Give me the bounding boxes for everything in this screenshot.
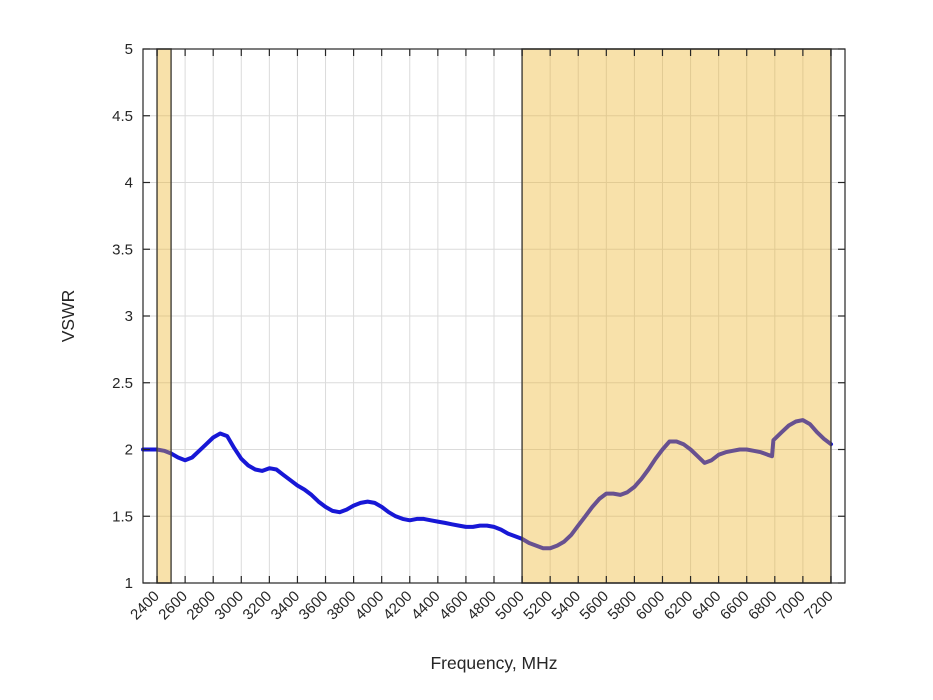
- x-tick-label: 6000: [633, 588, 669, 624]
- x-tick-label: 4800: [464, 588, 500, 624]
- y-tick-label: 4.5: [112, 108, 133, 125]
- y-tick-label: 2.5: [112, 375, 133, 392]
- x-tick-label: 3600: [296, 588, 332, 624]
- x-tick-label: 7000: [773, 588, 809, 624]
- x-tick-label: 5400: [548, 588, 584, 624]
- x-tick-label: 6200: [661, 588, 697, 624]
- y-tick-label: 5: [125, 41, 133, 58]
- x-tick-label: 5600: [577, 588, 613, 624]
- y-tick-label: 3.5: [112, 241, 133, 258]
- x-tick-label: 6600: [717, 588, 753, 624]
- tick-layer: [143, 48, 845, 584]
- y-tick-label: 1: [125, 575, 133, 592]
- curve-layer: [141, 418, 833, 551]
- x-tick-label: 4000: [352, 588, 388, 624]
- x-tick-label: 6800: [745, 588, 781, 624]
- x-tick-label: 4200: [380, 588, 416, 624]
- x-tick-label: 2800: [183, 588, 219, 624]
- x-tick-label: 5000: [492, 588, 528, 624]
- y-tick-label: 1.5: [112, 508, 133, 525]
- y-tick-label: 4: [125, 175, 133, 192]
- x-tick-label: 3400: [268, 588, 304, 624]
- y-tick-label: 3: [125, 308, 133, 325]
- x-tick-label: 2400: [127, 588, 163, 624]
- highlight-band: [521, 48, 832, 584]
- x-tick-label: 3200: [240, 588, 276, 624]
- x-tick-label: 3800: [324, 588, 360, 624]
- x-tick-label: 2600: [155, 588, 191, 624]
- x-tick-label: 5200: [520, 588, 556, 624]
- x-tick-label: 5800: [605, 588, 641, 624]
- vswr-curve: [141, 418, 833, 551]
- x-tick-label: 7200: [801, 588, 837, 624]
- y-axis-label: VSWR: [58, 290, 78, 343]
- highlight-band: [156, 48, 172, 584]
- x-tick-label: 3000: [211, 588, 247, 624]
- y-tick-label: 2: [125, 442, 133, 459]
- x-tick-label: 4400: [408, 588, 444, 624]
- x-tick-label: 4600: [436, 588, 472, 624]
- x-tick-label: 6400: [689, 588, 725, 624]
- x-axis-label: Frequency, MHz: [430, 653, 557, 673]
